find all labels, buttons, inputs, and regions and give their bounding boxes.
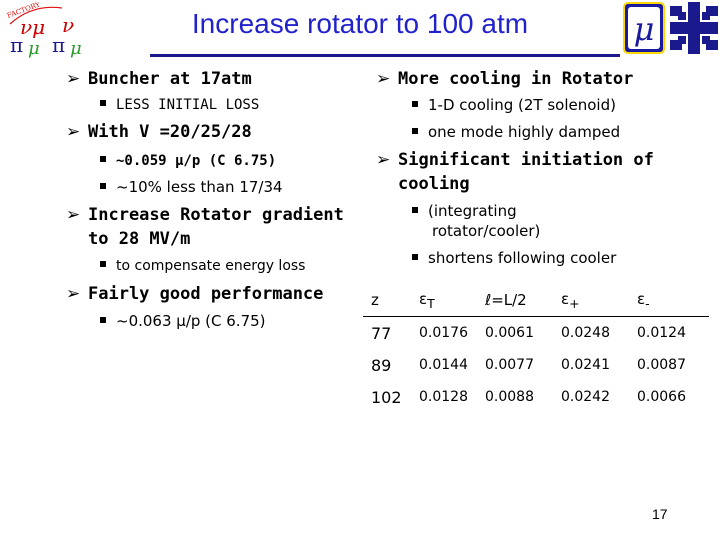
sub-bullet-text: ~0.063 μ/p (C 6.75) bbox=[116, 312, 266, 330]
sub-bullet-initial-loss: LESS INITIAL LOSS bbox=[100, 95, 259, 115]
eps-subscript: + bbox=[569, 295, 580, 311]
header-z: z bbox=[363, 284, 419, 317]
table-row: 102 0.0128 0.0088 0.0242 0.0066 bbox=[363, 381, 709, 413]
square-bullet-icon bbox=[412, 100, 418, 107]
cell-eps-minus: 0.0124 bbox=[637, 325, 686, 341]
sub-bullet-text: LESS INITIAL LOSS bbox=[116, 97, 260, 113]
page-number: 17 bbox=[652, 506, 668, 522]
square-bullet-icon bbox=[412, 206, 418, 213]
square-bullet-icon bbox=[412, 127, 418, 134]
cell-eps-minus: 0.0087 bbox=[637, 357, 686, 373]
cell-z: 77 bbox=[371, 323, 392, 343]
logo-mu-1: μ bbox=[28, 38, 40, 59]
bullet-significant-initiation-line2: cooling bbox=[398, 174, 470, 194]
bullet-voltage: ➢ With V =20/25/28 bbox=[66, 121, 252, 144]
fermilab-logo bbox=[670, 2, 718, 54]
bullet-arrow-icon: ➢ bbox=[66, 284, 81, 304]
cell-eps-plus: 0.0242 bbox=[561, 389, 610, 405]
sub-bullet-integrating-line2: rotator/cooler) bbox=[432, 222, 541, 240]
bullet-rotator-gradient-line2: to 28 MV/m bbox=[88, 229, 191, 249]
header-eps-t: εT bbox=[419, 284, 485, 317]
cell-eps-t: 0.0176 bbox=[419, 325, 468, 341]
logo-nu-mu: νμ bbox=[20, 15, 45, 39]
bullet-rotator-text-line1: Increase Rotator gradient bbox=[88, 205, 344, 225]
sub-bullet-text: one mode highly damped bbox=[428, 123, 621, 141]
sub-bullet-yield-2: ~0.063 μ/p (C 6.75) bbox=[100, 311, 266, 331]
cell-z: 89 bbox=[371, 355, 392, 375]
bullet-arrow-icon: ➢ bbox=[66, 122, 81, 142]
square-bullet-icon bbox=[100, 182, 106, 189]
square-bullet-icon bbox=[100, 316, 106, 323]
sub-bullet-text: ~10% less than 17/34 bbox=[116, 178, 283, 196]
header-eps-minus: ε- bbox=[637, 284, 709, 317]
bullet-buncher-text: Buncher at 17atm bbox=[88, 69, 252, 89]
bullet-arrow-icon: ➢ bbox=[66, 69, 81, 89]
bullet-performance: ➢ Fairly good performance bbox=[66, 283, 323, 306]
cell-l: 0.0061 bbox=[485, 325, 534, 341]
sub-bullet-1d-cooling: 1-D cooling (2T solenoid) bbox=[412, 95, 616, 115]
header-l: ℓ=L/2 bbox=[485, 284, 561, 317]
bullet-significant-initiation: ➢ Significant initiation of bbox=[376, 149, 654, 172]
bullet-buncher: ➢ Buncher at 17atm bbox=[66, 68, 252, 91]
eps-subscript: - bbox=[645, 295, 650, 311]
cell-z: 102 bbox=[371, 387, 402, 407]
bullet-arrow-icon: ➢ bbox=[66, 205, 81, 225]
sub-bullet-text: (integrating bbox=[428, 202, 517, 220]
bullet-voltage-text: With V =20/25/28 bbox=[88, 122, 252, 142]
eps-symbol: ε bbox=[637, 289, 646, 308]
bullet-more-cooling: ➢ More cooling in Rotator bbox=[376, 68, 633, 91]
bullet-arrow-icon: ➢ bbox=[376, 150, 391, 170]
logo-nu: ν bbox=[62, 13, 74, 37]
table-row: 89 0.0144 0.0077 0.0241 0.0087 bbox=[363, 349, 709, 381]
sub-bullet-yield: ~0.059 μ/p (C 6.75) bbox=[100, 151, 276, 171]
square-bullet-icon bbox=[100, 100, 106, 106]
neutrino-factory-logo: FACTORY νμ ν π π μ μ bbox=[6, 2, 82, 59]
eps-subscript: T bbox=[427, 295, 435, 311]
slide-title: Increase rotator to 100 atm bbox=[191, 8, 529, 39]
cell-eps-plus: 0.0241 bbox=[561, 357, 610, 373]
square-bullet-icon bbox=[412, 253, 418, 260]
bullet-more-cooling-text: More cooling in Rotator bbox=[398, 69, 634, 89]
cell-eps-minus: 0.0066 bbox=[637, 389, 686, 405]
sub-bullet-text: ~0.059 μ/p (C 6.75) bbox=[116, 153, 277, 169]
sub-bullet-compensate: to compensate energy loss bbox=[100, 256, 305, 276]
sub-bullet-damped: one mode highly damped bbox=[412, 122, 620, 142]
bullet-rotator-gradient: ➢ Increase Rotator gradient bbox=[66, 204, 344, 227]
emittance-table: z εT ℓ=L/2 ε+ ε- 77 0.0176 0.0061 0.0248… bbox=[363, 284, 709, 413]
sub-bullet-integrating: (integrating bbox=[412, 201, 517, 221]
sub-bullet-less: ~10% less than 17/34 bbox=[100, 177, 283, 197]
logo-pi-1: π bbox=[10, 33, 23, 57]
bullet-significant-text-line1: Significant initiation of bbox=[398, 150, 654, 170]
sub-bullet-text: to compensate energy loss bbox=[116, 258, 306, 274]
cell-eps-t: 0.0128 bbox=[419, 389, 468, 405]
cell-eps-plus: 0.0248 bbox=[561, 325, 610, 341]
cell-l: 0.0088 bbox=[485, 389, 534, 405]
square-bullet-icon bbox=[100, 156, 106, 162]
muon-collaboration-logo: μ bbox=[623, 2, 665, 54]
sub-bullet-text: shortens following cooler bbox=[428, 249, 617, 267]
eps-symbol: ε bbox=[561, 289, 570, 308]
mu-logo-glyph: μ bbox=[634, 10, 655, 48]
logo-mu-2: μ bbox=[70, 38, 82, 59]
sub-bullet-text: 1-D cooling (2T solenoid) bbox=[428, 96, 616, 114]
bullet-performance-text: Fairly good performance bbox=[88, 284, 324, 304]
cell-eps-t: 0.0144 bbox=[419, 357, 468, 373]
logo-pi-2: π bbox=[52, 33, 65, 57]
table-header-row: z εT ℓ=L/2 ε+ ε- bbox=[363, 284, 709, 317]
table-row: 77 0.0176 0.0061 0.0248 0.0124 bbox=[363, 317, 709, 350]
eps-symbol: ε bbox=[419, 289, 428, 308]
sub-bullet-shortens: shortens following cooler bbox=[412, 248, 616, 268]
title-underline bbox=[150, 54, 620, 57]
square-bullet-icon bbox=[100, 261, 106, 267]
bullet-arrow-icon: ➢ bbox=[376, 69, 391, 89]
header-eps-plus: ε+ bbox=[561, 284, 637, 317]
cell-l: 0.0077 bbox=[485, 357, 534, 373]
